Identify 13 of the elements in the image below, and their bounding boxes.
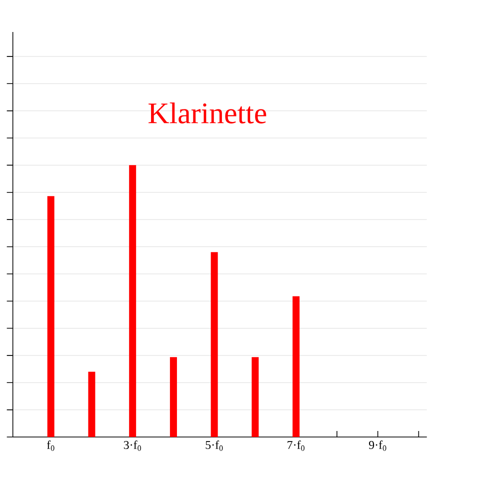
- x-tick-label: 3·f$_{0}$: [124, 440, 142, 451]
- bar: [47, 196, 54, 437]
- x-tick-label: 5·f$_{0}$: [206, 440, 223, 451]
- x-tick-label: 9·f$_{0}$: [369, 440, 386, 451]
- bar: [252, 357, 259, 437]
- bar: [88, 372, 96, 437]
- bar: [170, 357, 178, 437]
- x-tick-label: f$_{0}$: [47, 440, 54, 451]
- bar: [292, 296, 300, 437]
- bar: [210, 252, 218, 437]
- x-tick-label: 7·f$_{0}$: [288, 440, 305, 451]
- bar: [129, 165, 136, 437]
- chart-title: Klarinette: [148, 102, 266, 124]
